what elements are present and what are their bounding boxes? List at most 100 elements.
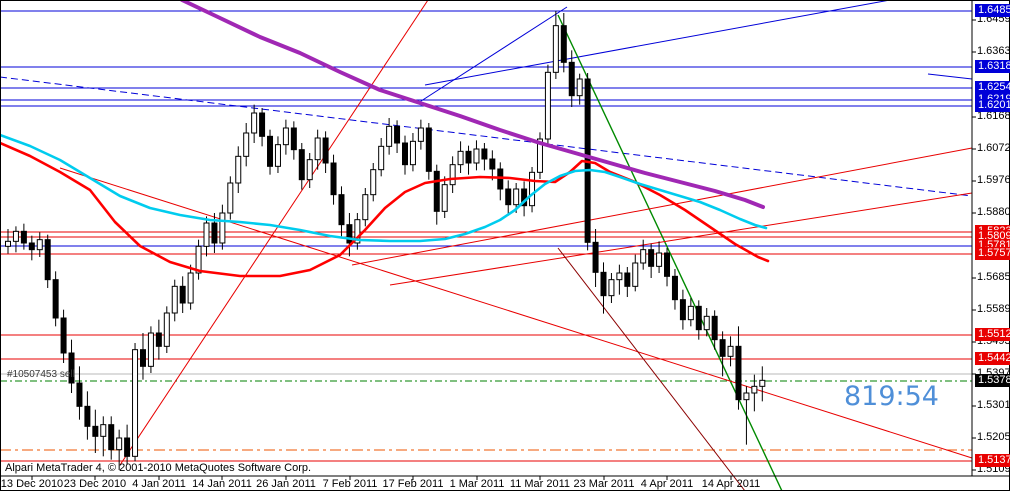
candle-body: [274, 144, 281, 167]
candle-body: [394, 125, 401, 144]
candle-body: [338, 194, 345, 226]
slow-red-ma[interactable]: [0, 141, 770, 278]
candle-body: [679, 299, 686, 321]
candle-body: [711, 315, 718, 341]
candle-body: [171, 285, 178, 314]
candle-body: [84, 405, 91, 427]
candle-body: [251, 112, 258, 134]
price-level-badge: 1.51375: [975, 454, 1010, 467]
candle-body: [576, 78, 583, 97]
date-label[interactable]: 4 Jan 2011: [132, 478, 186, 490]
candle-body: [481, 148, 488, 160]
candle-body: [259, 112, 266, 137]
candle-body: [671, 275, 678, 301]
candle-body: [155, 332, 162, 347]
fast-cyan-ma[interactable]: [0, 133, 768, 243]
candle-body: [529, 171, 536, 207]
trendline[interactable]: [119, 0, 429, 466]
candle-body: [409, 140, 416, 166]
price-tick-label: 1.63630: [977, 45, 1010, 57]
candle-body: [648, 249, 655, 267]
candle-body: [624, 272, 631, 287]
candle-body: [267, 135, 274, 167]
candle-body: [195, 245, 202, 274]
candle-body: [330, 162, 337, 196]
candle-body: [695, 305, 702, 331]
candle-body: [616, 272, 623, 281]
date-label[interactable]: 11 Mar 2011: [509, 478, 571, 490]
candle-body: [36, 239, 43, 251]
candle-body: [457, 150, 464, 166]
candle-body: [354, 219, 361, 244]
candle-body: [489, 158, 496, 170]
candle-body: [52, 279, 59, 319]
price-tick-label: 1.61680: [977, 110, 1010, 122]
candle-body: [425, 127, 432, 172]
candle-body: [92, 425, 99, 437]
date-label[interactable]: 7 Feb 2011: [322, 478, 378, 490]
candle-body: [441, 184, 448, 212]
trendline[interactable]: [424, 0, 891, 86]
trendline[interactable]: [0, 76, 973, 197]
candle-body: [108, 424, 115, 451]
candle-body: [187, 272, 194, 304]
trendline[interactable]: [557, 247, 746, 491]
candle-body: [751, 385, 758, 394]
candle-body: [235, 155, 242, 184]
price-level-badge: 1.62016: [975, 99, 1010, 112]
candle-body: [735, 345, 742, 401]
price-level-badge: 1.55126: [975, 328, 1010, 341]
candle-body: [314, 137, 321, 161]
candle-body: [378, 145, 385, 171]
candle-body: [687, 305, 694, 321]
candle-body: [473, 148, 480, 164]
candle-body: [203, 222, 210, 247]
date-label[interactable]: 23 Mar 2011: [573, 478, 635, 490]
candle-body: [227, 182, 234, 214]
candle-body: [132, 349, 139, 457]
candle-body: [124, 437, 131, 457]
date-label[interactable]: 17 Feb 2011: [382, 478, 444, 490]
price-tick-label: 1.59760: [977, 174, 1010, 186]
price-tick-label: 1.56850: [977, 271, 1010, 283]
candle-body: [521, 188, 528, 207]
date-label[interactable]: 14 Jan 2011: [192, 478, 252, 490]
trendline[interactable]: [927, 73, 973, 80]
trendline[interactable]: [389, 192, 973, 286]
date-label[interactable]: 26 Jan 2011: [256, 478, 316, 490]
candle-body: [346, 224, 353, 244]
candle-body: [386, 125, 393, 147]
price-level-badge: 1.62548: [975, 81, 1010, 94]
candle-body: [600, 271, 607, 297]
date-label[interactable]: 13 Dec 2010: [0, 478, 64, 490]
trendline[interactable]: [417, 6, 568, 104]
price-tick-label: 1.55890: [977, 303, 1010, 315]
date-label[interactable]: 14 Apr 2011: [701, 478, 761, 490]
trendline[interactable]: [351, 147, 973, 266]
price-tick-label: 1.52050: [977, 431, 1010, 443]
date-label[interactable]: 4 Apr 2011: [640, 478, 694, 490]
candle-body: [290, 127, 297, 151]
candle-body: [282, 127, 289, 146]
candle-body: [28, 242, 35, 251]
candle-body: [211, 222, 218, 244]
candle-body: [60, 317, 67, 354]
candle-body: [163, 312, 170, 347]
candle-body: [608, 279, 615, 297]
trendline[interactable]: [59, 167, 973, 459]
candle-body: [743, 392, 750, 401]
candle-body: [147, 332, 154, 367]
candle-body: [417, 127, 424, 142]
date-label[interactable]: 1 Mar 2011: [449, 478, 505, 490]
purple-ma[interactable]: [180, 0, 765, 209]
candle-body: [632, 262, 639, 287]
candle-body: [68, 352, 75, 384]
date-label[interactable]: 23 Dec 2010: [63, 478, 127, 490]
price-tick-label: 1.60720: [977, 142, 1010, 154]
candle-body: [656, 252, 663, 267]
candle-body: [20, 230, 27, 244]
candle-body: [465, 150, 472, 164]
candle-body: [179, 285, 186, 304]
candle-body: [505, 188, 512, 206]
